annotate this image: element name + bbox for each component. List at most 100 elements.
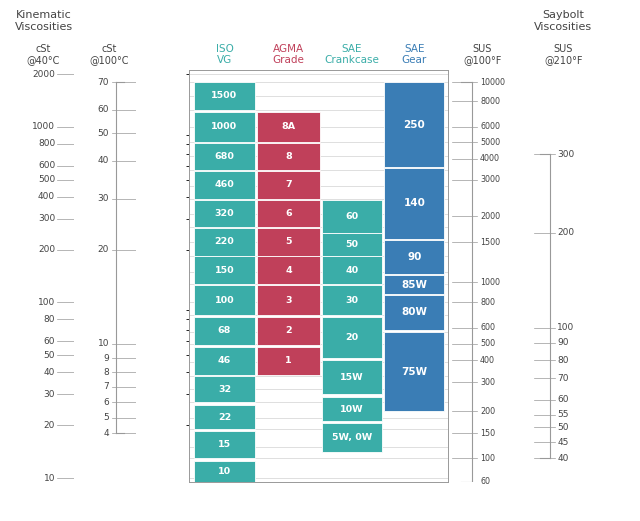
Text: 4: 4: [104, 429, 109, 438]
Text: 4000: 4000: [480, 154, 500, 163]
Bar: [194, 346, 255, 375]
Text: Saybolt
Viscosities: Saybolt Viscosities: [534, 10, 592, 32]
Text: 10: 10: [218, 467, 231, 476]
Bar: [257, 143, 320, 170]
Text: 40: 40: [98, 156, 109, 166]
Text: 80W: 80W: [401, 307, 428, 317]
Text: 300: 300: [480, 378, 495, 387]
Text: 200: 200: [38, 245, 55, 254]
Text: 30: 30: [98, 194, 109, 203]
Text: 50: 50: [346, 240, 358, 249]
Bar: [194, 376, 255, 402]
Text: 20: 20: [98, 245, 109, 254]
Text: 2: 2: [285, 327, 292, 336]
Bar: [323, 200, 382, 232]
Text: SAE
Crankcase: SAE Crankcase: [324, 44, 380, 65]
Text: 50: 50: [44, 351, 55, 360]
Text: 50: 50: [557, 423, 569, 431]
Bar: [385, 275, 444, 294]
Text: 55: 55: [557, 410, 569, 419]
Bar: [257, 256, 320, 284]
Text: 1000: 1000: [211, 122, 237, 131]
Bar: [323, 286, 382, 315]
Text: 2000: 2000: [480, 212, 500, 221]
Text: 400: 400: [38, 192, 55, 201]
Bar: [194, 256, 255, 284]
Text: 50: 50: [98, 129, 109, 138]
Bar: [323, 397, 382, 421]
Text: 680: 680: [214, 152, 234, 161]
Text: 8: 8: [104, 368, 109, 377]
Text: 32: 32: [218, 384, 231, 394]
Bar: [194, 317, 255, 345]
Bar: [257, 317, 320, 345]
Text: 100: 100: [214, 295, 234, 305]
Text: 5000: 5000: [480, 138, 500, 146]
Bar: [257, 111, 320, 142]
Text: 200: 200: [557, 228, 575, 237]
Text: 7: 7: [104, 382, 109, 391]
Text: 9: 9: [104, 354, 109, 363]
Bar: [323, 256, 382, 284]
Text: 600: 600: [480, 323, 495, 332]
Text: 8A: 8A: [282, 122, 296, 131]
Text: 5: 5: [285, 238, 292, 246]
Text: 200: 200: [480, 407, 495, 416]
Bar: [257, 228, 320, 256]
Text: 100: 100: [557, 323, 575, 332]
Text: 300: 300: [38, 214, 55, 223]
Text: 46: 46: [218, 356, 231, 365]
Text: 45: 45: [557, 438, 569, 446]
Text: 75W: 75W: [401, 367, 428, 377]
Bar: [323, 360, 382, 394]
Text: 3000: 3000: [480, 175, 500, 184]
Bar: [194, 431, 255, 458]
Text: 10: 10: [44, 474, 55, 482]
Bar: [257, 200, 320, 227]
Text: 60: 60: [480, 477, 490, 487]
Text: 22: 22: [218, 413, 231, 421]
Text: 300: 300: [557, 150, 575, 158]
Text: 90: 90: [407, 252, 422, 262]
Text: 20: 20: [346, 333, 358, 342]
Bar: [385, 332, 444, 411]
Text: 60: 60: [557, 395, 569, 404]
Text: 40: 40: [44, 368, 55, 377]
Text: 150: 150: [480, 429, 495, 438]
Text: 500: 500: [38, 175, 55, 184]
Bar: [323, 317, 382, 358]
Text: 90: 90: [557, 338, 569, 347]
Bar: [194, 286, 255, 315]
Text: 6: 6: [104, 398, 109, 407]
Text: 4: 4: [285, 266, 292, 275]
Text: 15: 15: [218, 440, 231, 449]
Text: 1500: 1500: [211, 92, 237, 101]
Text: 1000: 1000: [480, 278, 500, 287]
Text: 100: 100: [38, 298, 55, 307]
Bar: [385, 82, 444, 167]
Text: 1: 1: [285, 356, 292, 365]
Text: 60: 60: [44, 337, 55, 346]
Bar: [194, 111, 255, 142]
Text: 68: 68: [218, 327, 231, 336]
Text: 60: 60: [98, 105, 109, 115]
Text: 5W, 0W: 5W, 0W: [332, 433, 372, 442]
Bar: [257, 346, 320, 375]
Text: 800: 800: [38, 140, 55, 148]
Text: 5: 5: [104, 413, 109, 423]
Text: ISO
VG: ISO VG: [216, 44, 234, 65]
Bar: [385, 168, 444, 239]
Text: 80: 80: [44, 315, 55, 324]
Text: 140: 140: [403, 199, 425, 208]
Bar: [323, 232, 382, 256]
Bar: [194, 82, 255, 110]
Text: 400: 400: [480, 355, 495, 365]
Text: 8: 8: [285, 152, 292, 161]
Text: 85W: 85W: [401, 279, 428, 290]
Text: 60: 60: [346, 212, 358, 220]
Text: 7: 7: [285, 180, 292, 190]
Text: 3: 3: [285, 295, 292, 305]
Text: 1500: 1500: [480, 238, 500, 247]
Bar: [194, 461, 255, 482]
Text: 30: 30: [346, 295, 358, 305]
